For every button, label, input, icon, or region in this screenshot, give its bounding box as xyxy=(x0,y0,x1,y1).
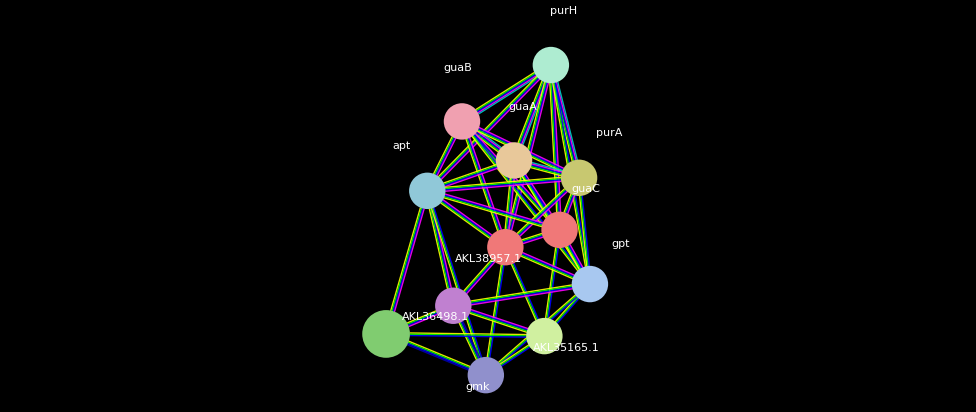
Circle shape xyxy=(526,318,562,354)
Circle shape xyxy=(362,310,410,358)
Text: AKL35165.1: AKL35165.1 xyxy=(533,343,599,353)
Circle shape xyxy=(494,235,517,259)
Text: AKL36498.1: AKL36498.1 xyxy=(402,312,469,322)
Circle shape xyxy=(542,212,578,248)
Circle shape xyxy=(533,324,556,348)
Circle shape xyxy=(487,229,523,265)
Circle shape xyxy=(503,149,526,172)
Circle shape xyxy=(533,47,569,83)
Circle shape xyxy=(474,363,498,387)
Circle shape xyxy=(572,266,608,302)
Circle shape xyxy=(561,159,597,196)
Text: apt: apt xyxy=(392,141,410,151)
Text: guaB: guaB xyxy=(443,63,472,73)
Circle shape xyxy=(468,357,504,393)
Circle shape xyxy=(548,218,571,242)
Circle shape xyxy=(409,173,445,209)
Circle shape xyxy=(578,272,602,296)
Circle shape xyxy=(441,294,466,318)
Circle shape xyxy=(450,110,473,133)
Circle shape xyxy=(539,53,563,77)
Circle shape xyxy=(371,318,401,349)
Text: guaC: guaC xyxy=(571,184,600,194)
Circle shape xyxy=(496,142,532,179)
Circle shape xyxy=(435,288,471,324)
Text: purA: purA xyxy=(596,128,623,138)
Text: guaA: guaA xyxy=(508,102,537,112)
Text: gpt: gpt xyxy=(611,239,630,248)
Text: gmk: gmk xyxy=(465,382,489,392)
Text: purH: purH xyxy=(550,7,578,16)
Circle shape xyxy=(567,166,590,190)
Circle shape xyxy=(444,103,480,140)
Circle shape xyxy=(416,179,439,203)
Text: AKL38957.1: AKL38957.1 xyxy=(455,254,521,264)
